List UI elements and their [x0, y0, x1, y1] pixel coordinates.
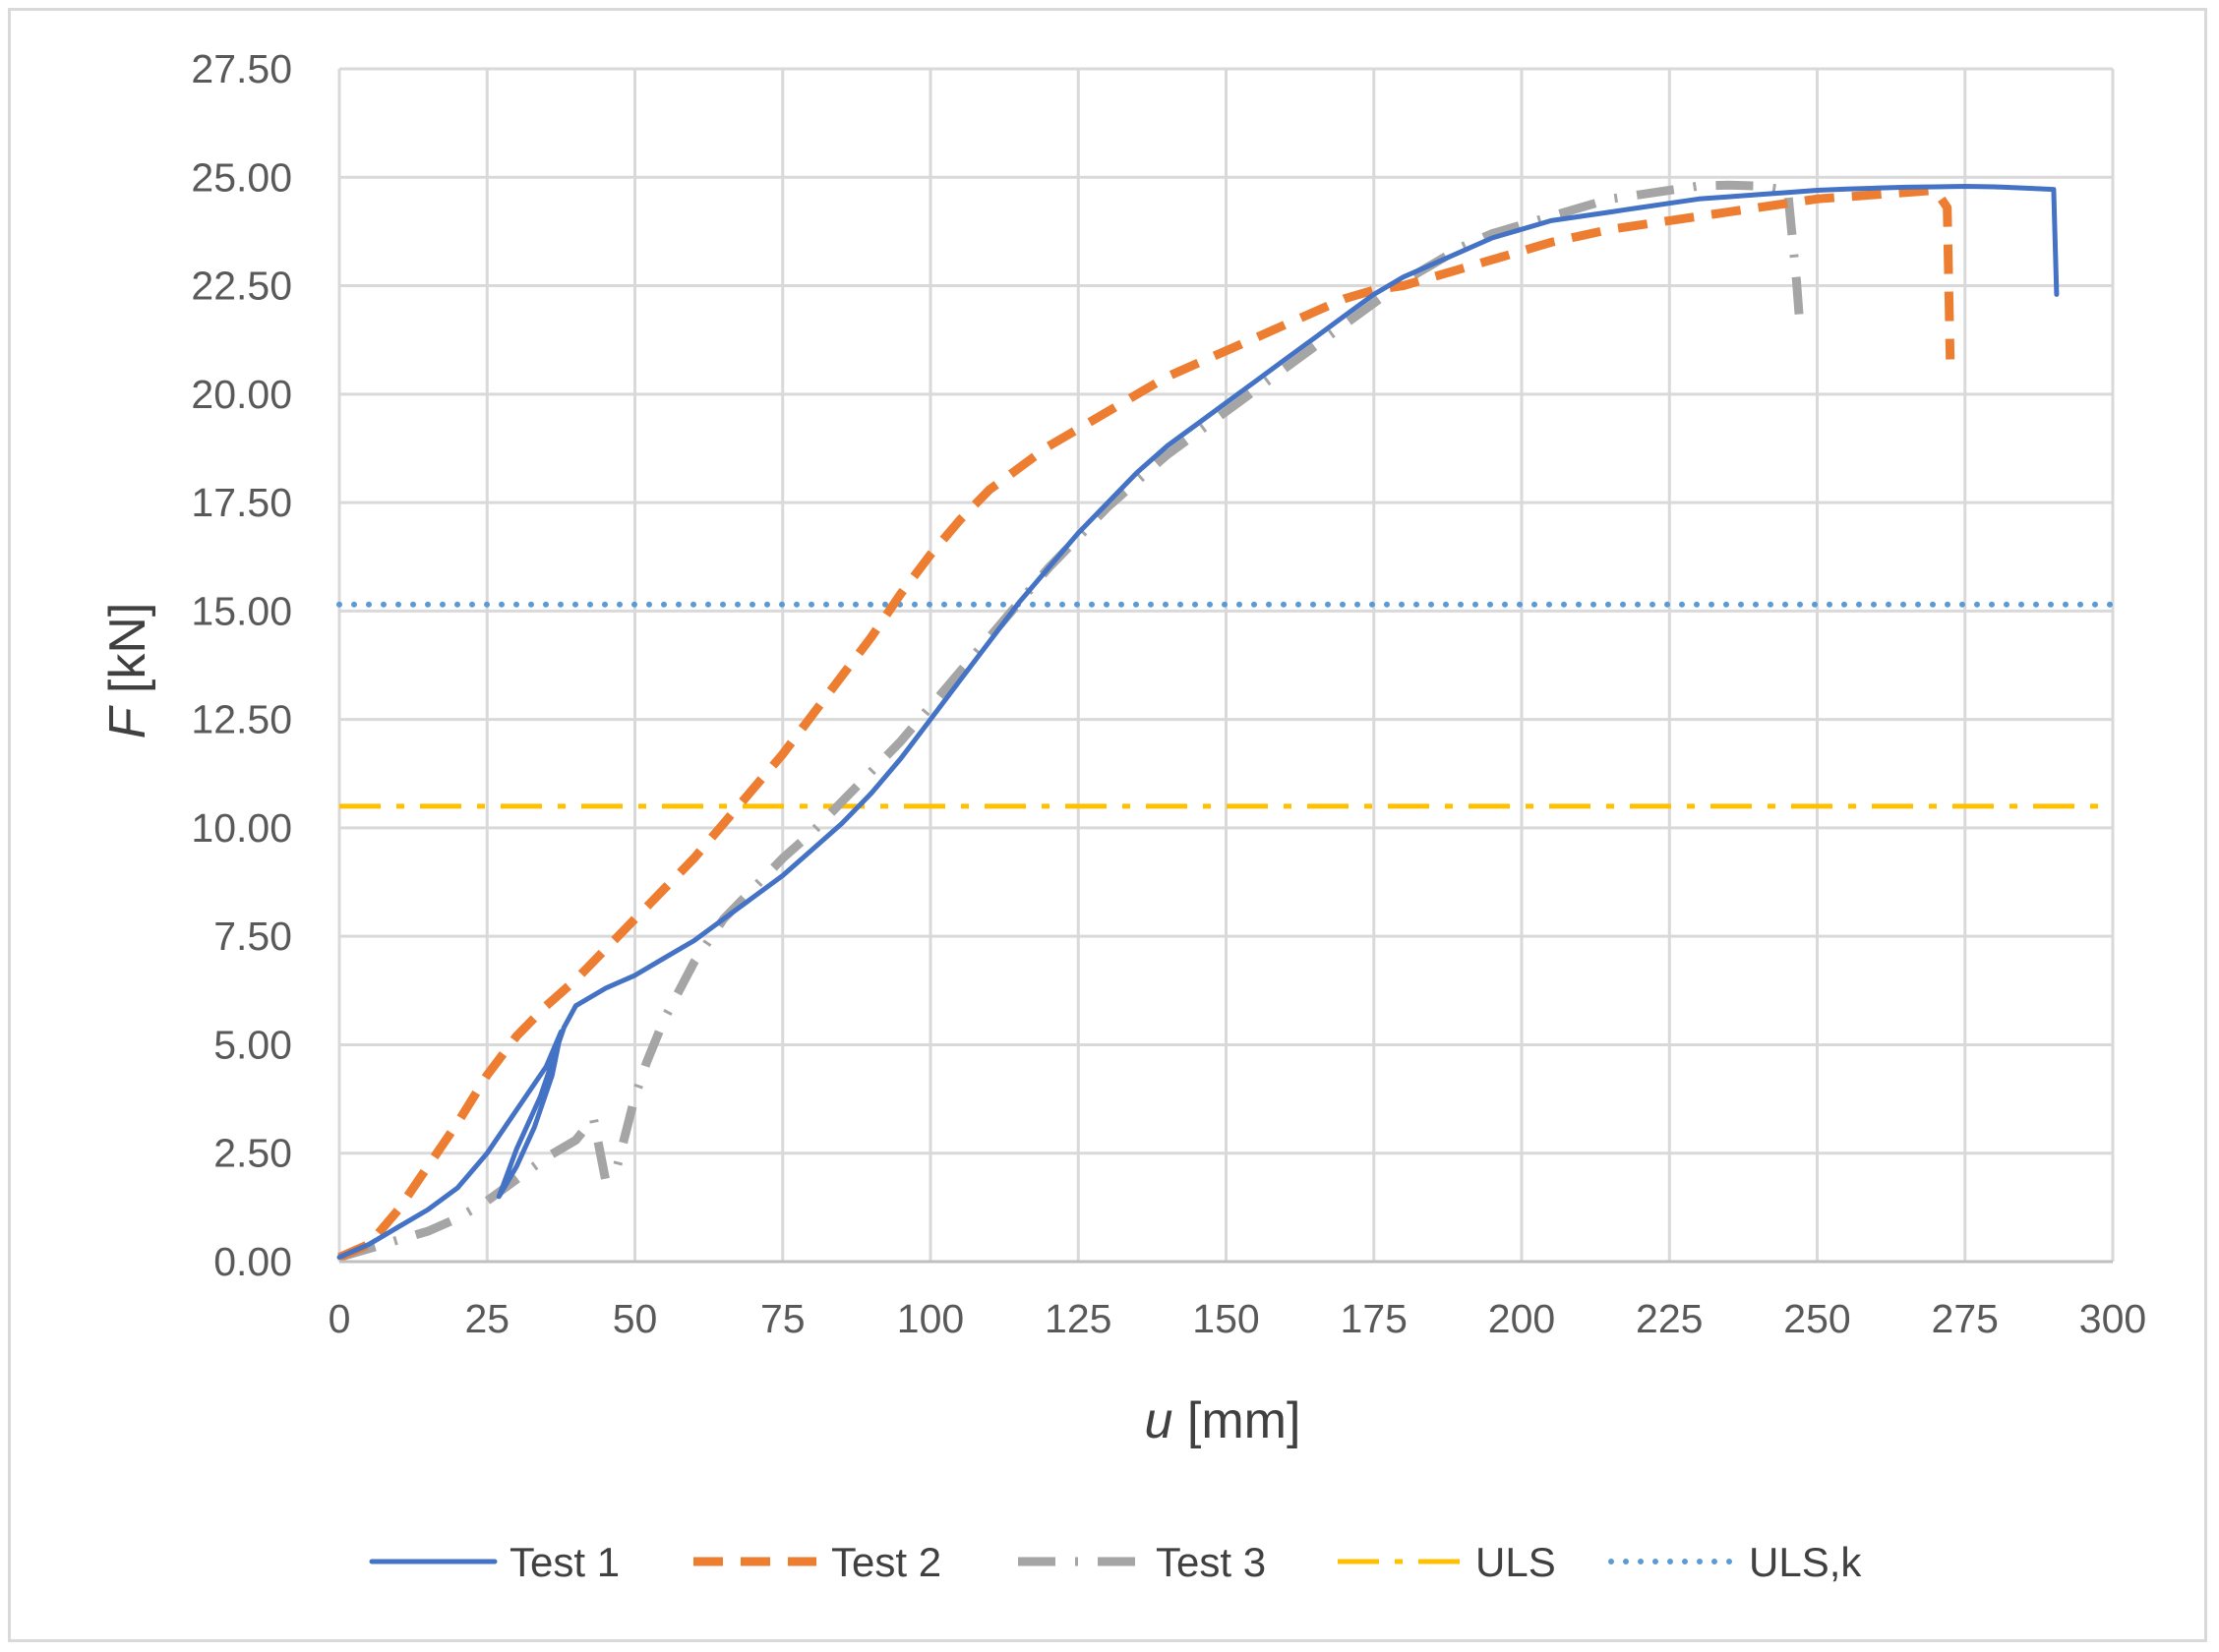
- series-line-test-3: [337, 180, 1804, 1262]
- legend-label: ULS,k: [1749, 1539, 1862, 1585]
- y-tick-label: 17.50: [191, 480, 292, 525]
- y-tick-label: 25.00: [191, 154, 292, 200]
- y-tick-label: 0.00: [213, 1239, 292, 1284]
- y-axis-title: F [kN]: [99, 603, 156, 739]
- x-tick-label: 0: [329, 1296, 351, 1341]
- y-tick-label: 5.00: [213, 1022, 292, 1067]
- x-tick-label: 175: [1341, 1296, 1408, 1341]
- y-tick-label: 15.00: [191, 588, 292, 633]
- legend-item: ULS,k: [1608, 1539, 1862, 1585]
- chart-frame: [8, 8, 2207, 1642]
- grid: [337, 67, 2115, 1264]
- y-tick-label: 27.50: [191, 46, 292, 91]
- x-tick-label: 300: [2079, 1296, 2146, 1341]
- legend-item: Test 3: [1018, 1539, 1266, 1585]
- y-tick-label: 2.50: [213, 1131, 292, 1176]
- x-tick-label: 125: [1045, 1296, 1111, 1341]
- y-axis-ticks: 0.00 2.50 5.00 7.50 10.00 12.50 15.00 17.50 20.0…: [191, 46, 292, 1284]
- legend-label: Test 3: [1156, 1539, 1266, 1585]
- y-tick-label: 22.50: [191, 264, 292, 309]
- y-tick-label: 10.00: [191, 805, 292, 851]
- legend-label: ULS: [1475, 1539, 1556, 1585]
- legend-item: Test 2: [693, 1539, 941, 1585]
- x-tick-label: 75: [760, 1296, 806, 1341]
- x-tick-label: 25: [464, 1296, 510, 1341]
- x-tick-label: 275: [1932, 1296, 1999, 1341]
- series-line-test-2: [337, 186, 1955, 1262]
- x-axis-title: u [mm]: [1145, 1392, 1301, 1449]
- legend: Test 1 Test 2 Test 3 ULS ULS,k: [369, 1539, 1862, 1585]
- x-tick-label: 250: [1783, 1296, 1850, 1341]
- x-tick-label: 225: [1636, 1296, 1703, 1341]
- x-tick-label: 100: [897, 1296, 964, 1341]
- y-tick-label: 7.50: [213, 914, 292, 959]
- plot-series: [336, 180, 2116, 1264]
- legend-label: Test 1: [510, 1539, 620, 1585]
- y-tick-label: 12.50: [191, 697, 292, 742]
- x-tick-label: 200: [1488, 1296, 1555, 1341]
- legend-item: Test 1: [369, 1539, 620, 1585]
- x-tick-label: 150: [1192, 1296, 1259, 1341]
- legend-item: ULS: [1338, 1539, 1556, 1585]
- x-axis-ticks: 0 25 50 75 100 125 150 175 200 225 250 275 300: [329, 1296, 2147, 1341]
- legend-label: Test 2: [831, 1539, 941, 1585]
- y-tick-label: 20.00: [191, 372, 292, 417]
- x-tick-label: 50: [613, 1296, 658, 1341]
- series-line-test-1: [336, 184, 2060, 1261]
